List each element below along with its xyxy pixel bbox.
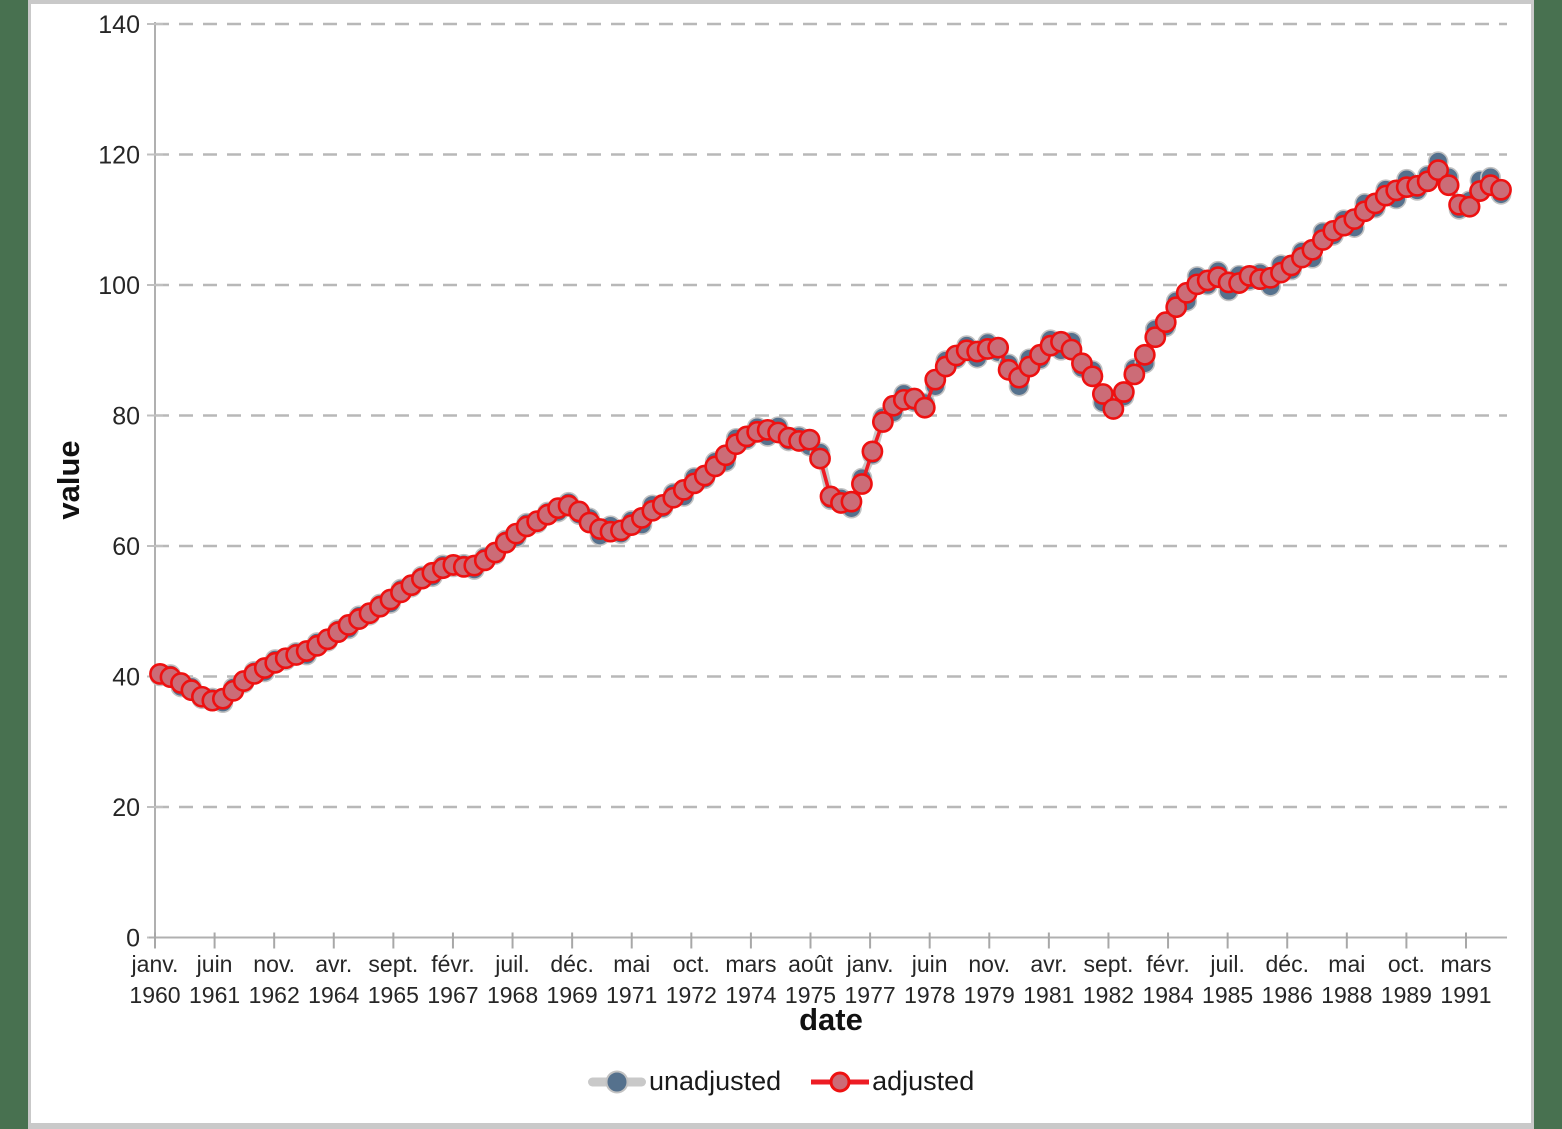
x-tick-year-13: 1978: [904, 982, 955, 1008]
x-tick-month-7: déc.: [550, 951, 593, 977]
x-tick-month-1: juin: [196, 951, 233, 977]
x-tick-month-22: mars: [1440, 951, 1491, 977]
x-tick-year-12: 1977: [845, 982, 896, 1008]
x-tick-month-15: avr.: [1030, 951, 1067, 977]
data-point-adjusted: [840, 490, 863, 513]
x-tick-month-12: janv.: [846, 951, 894, 977]
y-tick-label-80: 80: [112, 403, 140, 431]
y-tick-label-100: 100: [98, 272, 140, 300]
data-point-adjusted: [987, 336, 1010, 359]
x-tick-month-9: oct.: [673, 951, 710, 977]
legend-swatch-unadjusted: [588, 1069, 646, 1095]
x-tick-month-18: juil.: [1209, 951, 1245, 977]
legend-label-adjusted: adjusted: [872, 1066, 975, 1096]
adjusted-marker-icon: [829, 1071, 851, 1092]
y-tick-label-20: 20: [112, 794, 140, 822]
data-point-adjusted: [1427, 159, 1450, 182]
x-tick-year-16: 1982: [1083, 982, 1134, 1008]
x-tick-year-15: 1981: [1023, 982, 1074, 1008]
x-tick-month-3: avr.: [315, 951, 352, 977]
data-point-adjusted: [851, 473, 873, 495]
data-point-adjusted: [1102, 398, 1125, 420]
x-tick-year-0: 1960: [129, 982, 180, 1008]
x-tick-month-0: janv.: [131, 951, 179, 977]
frame-border-left: [0, 0, 28, 1129]
x-tick-year-21: 1989: [1381, 982, 1432, 1008]
data-point-adjusted: [1437, 174, 1460, 197]
x-tick-year-7: 1969: [547, 982, 598, 1008]
legend-item-unadjusted: unadjusted: [588, 1066, 781, 1097]
x-tick-year-9: 1972: [666, 982, 717, 1008]
x-tick-year-14: 1979: [964, 982, 1015, 1008]
data-point-adjusted: [871, 411, 894, 433]
x-tick-year-22: 1991: [1440, 982, 1491, 1008]
x-tick-year-3: 1964: [308, 982, 359, 1008]
legend: unadjusted adjusted: [588, 1066, 974, 1097]
x-tick-year-11: 1975: [785, 982, 836, 1008]
y-tick-label-0: 0: [126, 925, 140, 953]
frame-border-top: [0, 0, 1562, 4]
data-point-adjusted: [1458, 195, 1481, 218]
data-point-adjusted: [1154, 311, 1177, 334]
y-tick-label-140: 140: [98, 11, 140, 39]
x-tick-year-20: 1988: [1321, 982, 1372, 1008]
x-tick-year-6: 1968: [487, 982, 538, 1008]
x-tick-month-21: oct.: [1388, 951, 1425, 977]
legend-swatch-adjusted: [811, 1069, 870, 1095]
x-tick-year-19: 1986: [1262, 982, 1313, 1008]
legend-label-unadjusted: unadjusted: [649, 1066, 782, 1096]
x-tick-month-5: févr.: [431, 951, 474, 977]
x-tick-year-2: 1962: [249, 982, 300, 1008]
x-tick-month-14: nov.: [968, 951, 1010, 977]
data-point-adjusted: [861, 440, 884, 463]
x-tick-month-10: mars: [725, 951, 776, 977]
frame-separator-right: [1531, 0, 1534, 1129]
y-tick-label-120: 120: [98, 142, 140, 170]
x-tick-month-16: sept.: [1084, 951, 1134, 977]
x-tick-year-10: 1974: [725, 982, 776, 1008]
x-tick-year-17: 1984: [1142, 982, 1193, 1008]
x-tick-month-8: mai: [613, 951, 650, 977]
x-tick-year-4: 1965: [368, 982, 419, 1008]
x-tick-month-2: nov.: [253, 951, 295, 977]
frame-border-bottom: [0, 1123, 1562, 1129]
data-point-adjusted: [1123, 363, 1146, 386]
data-point-adjusted: [1490, 178, 1512, 201]
x-tick-month-13: juin: [911, 951, 948, 977]
x-tick-month-4: sept.: [368, 951, 418, 977]
x-tick-month-17: févr.: [1146, 951, 1189, 977]
data-point-adjusted: [1081, 365, 1104, 388]
data-point-adjusted: [809, 447, 831, 470]
x-axis-title: date: [799, 1002, 863, 1037]
data-point-adjusted: [913, 396, 936, 419]
data-point-adjusted: [1091, 383, 1114, 405]
y-tick-label-60: 60: [112, 533, 140, 561]
y-axis-title: value: [51, 440, 86, 519]
data-point-adjusted: [1144, 326, 1167, 349]
data-point-adjusted: [1112, 381, 1135, 403]
x-tick-month-19: déc.: [1265, 951, 1308, 977]
x-tick-year-5: 1967: [427, 982, 478, 1008]
x-tick-year-18: 1985: [1202, 982, 1253, 1008]
unadjusted-marker-icon: [605, 1070, 629, 1093]
x-tick-year-1: 1961: [189, 982, 240, 1008]
data-point-adjusted: [1133, 343, 1156, 366]
frame-separator-left: [28, 0, 31, 1129]
x-tick-year-8: 1971: [606, 982, 657, 1008]
x-tick-month-11: août: [788, 951, 833, 977]
data-point-adjusted: [798, 428, 821, 451]
y-tick-label-40: 40: [112, 664, 140, 692]
data-point-adjusted: [1165, 296, 1188, 319]
x-tick-month-6: juil.: [494, 951, 530, 977]
legend-item-adjusted: adjusted: [811, 1066, 974, 1097]
frame-border-right: [1534, 0, 1562, 1129]
x-tick-month-20: mai: [1328, 951, 1365, 977]
